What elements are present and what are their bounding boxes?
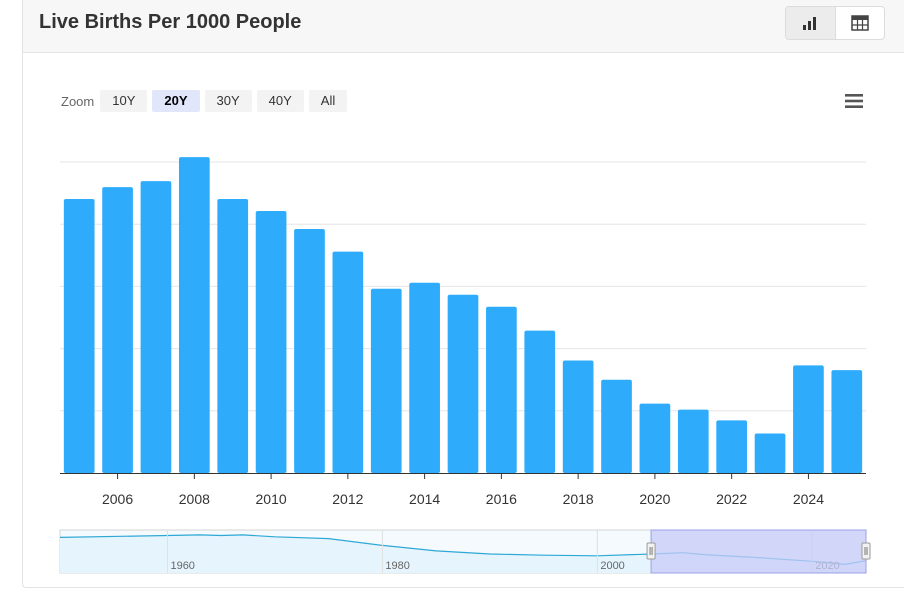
bar-2006[interactable] [102,187,133,473]
bar-2012[interactable] [332,251,364,473]
bar-2024[interactable] [793,365,824,473]
bar-2018[interactable] [562,360,594,473]
bar-2017[interactable] [524,330,556,473]
bar-2011[interactable] [294,228,325,473]
page-title: Live Births Per 1000 People [39,11,302,33]
zoom-20y-button[interactable]: 20Y [152,90,200,112]
zoom-30y-button[interactable]: 30Y [204,90,252,112]
bar-2023[interactable] [754,433,786,473]
bar-2020[interactable] [639,403,671,473]
zoom-bar: Zoom 10Y 20Y 30Y 40Y All [61,90,352,112]
zoom-all-button[interactable]: All [308,90,348,112]
bar-2022[interactable] [716,420,748,473]
card-header: Live Births Per 1000 People [23,0,904,53]
x-tick-label-2016: 2016 [486,491,517,507]
navigator-tick-label-1980: 1980 [385,560,409,572]
zoom-label: Zoom [61,93,95,109]
bar-chart-icon [803,17,817,30]
x-tick-label-2022: 2022 [716,491,747,507]
x-tick-label-2008: 2008 [179,491,210,507]
zoom-10y-button[interactable]: 10Y [100,90,148,112]
bar-2025[interactable] [831,370,863,473]
bar-2007[interactable] [140,181,172,473]
bar-2013[interactable] [370,288,402,473]
bar-2008[interactable] [178,157,210,473]
navigator-right-handle[interactable] [861,542,871,560]
view-toggle [785,6,885,40]
hamburger-menu-icon[interactable] [845,93,863,109]
x-tick-label-2012: 2012 [332,491,363,507]
navigator-left-handle[interactable] [646,542,656,560]
navigator-tick-label-2000: 2000 [600,560,624,572]
bar-2005[interactable] [63,199,95,473]
x-tick-label-2020: 2020 [639,491,670,507]
table-icon [851,15,869,31]
x-tick-label-2014: 2014 [409,491,440,507]
bar-2019[interactable] [601,379,632,473]
bar-2015[interactable] [447,294,479,473]
x-tick-label-2010: 2010 [256,491,287,507]
bar-2016[interactable] [486,306,517,473]
bar-2014[interactable] [409,282,440,473]
table-view-button[interactable] [836,7,885,39]
x-tick-label-2024: 2024 [793,491,824,507]
bar-2009[interactable] [217,199,249,473]
bar-2021[interactable] [677,409,709,473]
x-tick-label-2018: 2018 [563,491,594,507]
x-tick-label-2006: 2006 [102,491,133,507]
zoom-40y-button[interactable]: 40Y [256,90,304,112]
bar-2010[interactable] [255,211,287,473]
chart-view-button[interactable] [786,7,836,39]
navigator-selection[interactable] [650,529,867,574]
navigator-tick-label-1960: 1960 [170,560,194,572]
